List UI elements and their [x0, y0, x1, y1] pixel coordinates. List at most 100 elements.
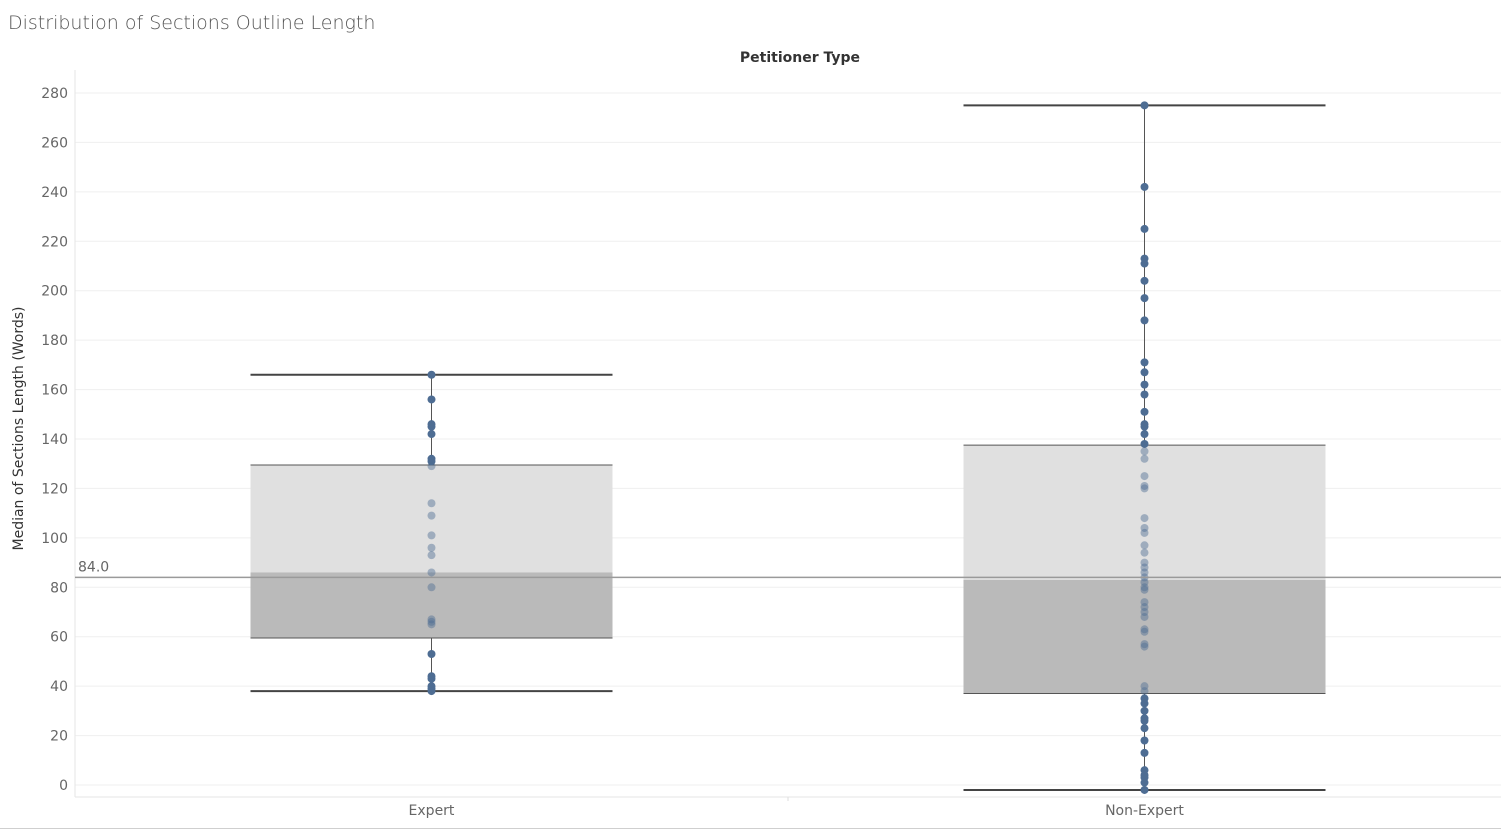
data-point: [427, 615, 436, 624]
y-tick-label: 120: [41, 481, 68, 497]
data-point: [1140, 585, 1149, 594]
data-point: [1140, 472, 1149, 481]
data-point: [1140, 699, 1149, 708]
data-point: [1140, 724, 1149, 733]
data-point: [1140, 439, 1149, 448]
x-category-label: Expert: [409, 803, 455, 819]
data-point: [427, 568, 436, 577]
y-tick-label: 20: [50, 729, 68, 745]
data-point: [1140, 748, 1149, 757]
y-tick-label: 80: [50, 580, 68, 596]
data-point: [427, 617, 436, 626]
y-tick-label: 280: [41, 86, 68, 102]
y-tick-label: 180: [41, 333, 68, 349]
data-point: [1140, 259, 1149, 268]
data-point: [1140, 316, 1149, 325]
data-point: [427, 430, 436, 439]
data-point: [427, 370, 436, 379]
data-point: [1140, 454, 1149, 463]
data-point: [1140, 523, 1149, 532]
box-upper: [963, 445, 1326, 580]
data-point: [427, 620, 436, 629]
data-point: [427, 650, 436, 659]
data-point: [427, 687, 436, 696]
data-point: [427, 395, 436, 404]
data-point: [1140, 294, 1149, 303]
y-tick-label: 260: [41, 135, 68, 151]
data-point: [1140, 687, 1149, 696]
data-point: [1140, 785, 1149, 794]
data-point: [1140, 706, 1149, 715]
data-point: [1140, 608, 1149, 616]
data-point: [1140, 778, 1149, 787]
y-tick-label: 240: [41, 185, 68, 201]
data-point: [1140, 380, 1149, 389]
data-point: [1140, 612, 1149, 621]
data-point: [1140, 603, 1149, 612]
axis-layer: [74, 70, 1501, 801]
y-tick-label: 200: [41, 284, 68, 300]
data-point: [1140, 682, 1149, 691]
y-axis-title: Median of Sections Length (Words): [11, 306, 27, 550]
reference-line-layer: 84.0: [75, 559, 1501, 579]
data-point: [1140, 528, 1149, 537]
data-point: [1140, 541, 1149, 550]
y-tick-label: 160: [41, 383, 68, 399]
data-point: [427, 462, 436, 471]
data-point: [1140, 568, 1149, 577]
data-point: [1140, 642, 1149, 651]
data-point: [1140, 514, 1149, 523]
data-point: [1140, 430, 1149, 439]
y-tick-label: 140: [41, 432, 68, 448]
data-point: [1140, 558, 1149, 567]
box-lower: [250, 572, 613, 638]
data-point: [427, 499, 436, 508]
data-point: [427, 674, 436, 683]
box-layer: [250, 104, 1326, 791]
y-tick-label: 220: [41, 234, 68, 250]
data-point: [1140, 276, 1149, 285]
data-point: [1140, 358, 1149, 367]
y-tick-label: 40: [50, 679, 68, 695]
data-point: [1140, 578, 1149, 587]
data-point: [1140, 583, 1149, 592]
x-category-label: Non-Expert: [1105, 803, 1184, 819]
data-point: [1140, 422, 1149, 431]
data-point: [427, 422, 436, 431]
data-point: [427, 543, 436, 552]
reference-line-label: 84.0: [78, 559, 109, 575]
data-point: [1140, 716, 1149, 725]
data-point: [1140, 447, 1149, 456]
data-point: [1140, 625, 1149, 634]
data-point: [1140, 627, 1149, 636]
y-tick-label: 0: [59, 778, 68, 794]
data-point: [1140, 182, 1149, 191]
data-point: [1140, 368, 1149, 377]
data-point: [1140, 548, 1149, 557]
point-layer: [427, 101, 1149, 794]
label-layer: 0 20 40 60 80 100 120 140 160 180 200 220 240 260 280 M…: [11, 50, 1184, 819]
data-point: [1140, 484, 1149, 493]
chart-title: Distribution of Sections Outline Length: [8, 12, 376, 34]
box-lower: [963, 579, 1326, 694]
data-point: [427, 531, 436, 540]
data-point: [1140, 407, 1149, 416]
data-point: [427, 551, 436, 560]
data-point: [1140, 224, 1149, 233]
data-point: [1140, 563, 1149, 572]
box-upper: [250, 464, 613, 573]
data-point: [1140, 640, 1149, 649]
column-header: Petitioner Type: [740, 50, 860, 66]
data-point: [1140, 481, 1149, 490]
data-point: [427, 583, 436, 592]
data-point: [427, 511, 436, 520]
data-point: [1140, 598, 1149, 607]
data-point: [427, 457, 436, 466]
data-point: [1140, 101, 1149, 110]
data-point: [1140, 736, 1149, 745]
data-point: [1140, 390, 1149, 399]
y-tick-label: 60: [50, 630, 68, 646]
bottom-divider: [0, 828, 1501, 829]
y-tick-label: 100: [41, 531, 68, 547]
